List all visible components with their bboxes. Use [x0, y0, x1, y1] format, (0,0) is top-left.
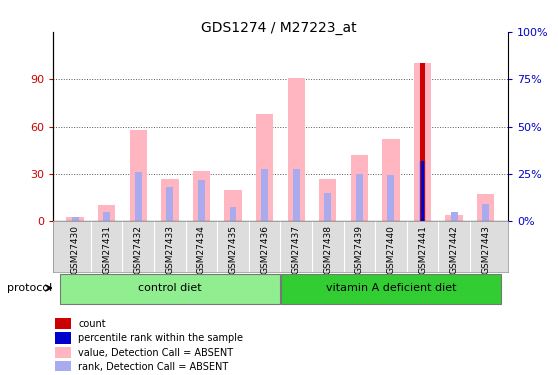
Bar [477, 194, 494, 221]
Bar [356, 174, 363, 221]
Text: GSM27432: GSM27432 [134, 225, 143, 274]
Bar [129, 130, 147, 221]
Text: rank, Detection Call = ABSENT: rank, Detection Call = ABSENT [78, 362, 228, 372]
Text: GSM27437: GSM27437 [292, 225, 301, 274]
FancyBboxPatch shape [60, 274, 280, 304]
Text: GSM27436: GSM27436 [260, 225, 269, 274]
Bar [482, 204, 489, 221]
Bar [445, 215, 463, 221]
Bar [261, 169, 268, 221]
Bar [161, 178, 179, 221]
Bar [55, 347, 71, 358]
Text: GSM27439: GSM27439 [355, 225, 364, 274]
Bar [55, 362, 71, 373]
Text: GDS1274 / M27223_at: GDS1274 / M27223_at [201, 21, 357, 34]
Bar [451, 212, 458, 221]
Text: GSM27438: GSM27438 [323, 225, 332, 274]
Text: GSM27442: GSM27442 [450, 225, 459, 273]
Bar [193, 171, 210, 221]
Bar [229, 207, 237, 221]
Text: protocol: protocol [7, 283, 52, 293]
Text: GSM27433: GSM27433 [165, 225, 174, 274]
Bar [55, 332, 71, 344]
Bar [103, 212, 110, 221]
Bar [293, 169, 300, 221]
Text: control diet: control diet [138, 283, 201, 293]
Text: GSM27440: GSM27440 [387, 225, 396, 274]
Text: GSM27430: GSM27430 [71, 225, 80, 274]
Bar [414, 63, 431, 221]
Bar [382, 139, 400, 221]
Bar [71, 216, 79, 221]
Text: GSM27434: GSM27434 [197, 225, 206, 274]
Bar [421, 161, 424, 221]
Bar [419, 161, 426, 221]
Bar [66, 216, 84, 221]
Bar [287, 78, 305, 221]
Text: GSM27435: GSM27435 [229, 225, 238, 274]
Bar [224, 190, 242, 221]
Bar [166, 186, 174, 221]
Bar [256, 114, 273, 221]
Text: percentile rank within the sample: percentile rank within the sample [78, 333, 243, 343]
Text: count: count [78, 319, 106, 328]
Text: GSM27443: GSM27443 [481, 225, 490, 274]
Bar [135, 172, 142, 221]
Text: GSM27431: GSM27431 [102, 225, 111, 274]
Text: GSM27441: GSM27441 [418, 225, 427, 274]
Bar [319, 178, 336, 221]
Bar [324, 193, 331, 221]
Bar [55, 318, 71, 329]
Text: value, Detection Call = ABSENT: value, Detection Call = ABSENT [78, 348, 233, 358]
FancyBboxPatch shape [281, 274, 501, 304]
Bar [387, 176, 395, 221]
Bar [198, 180, 205, 221]
Bar [420, 63, 425, 221]
Bar [98, 206, 116, 221]
Bar [350, 155, 368, 221]
Text: vitamin A deficient diet: vitamin A deficient diet [326, 283, 456, 293]
